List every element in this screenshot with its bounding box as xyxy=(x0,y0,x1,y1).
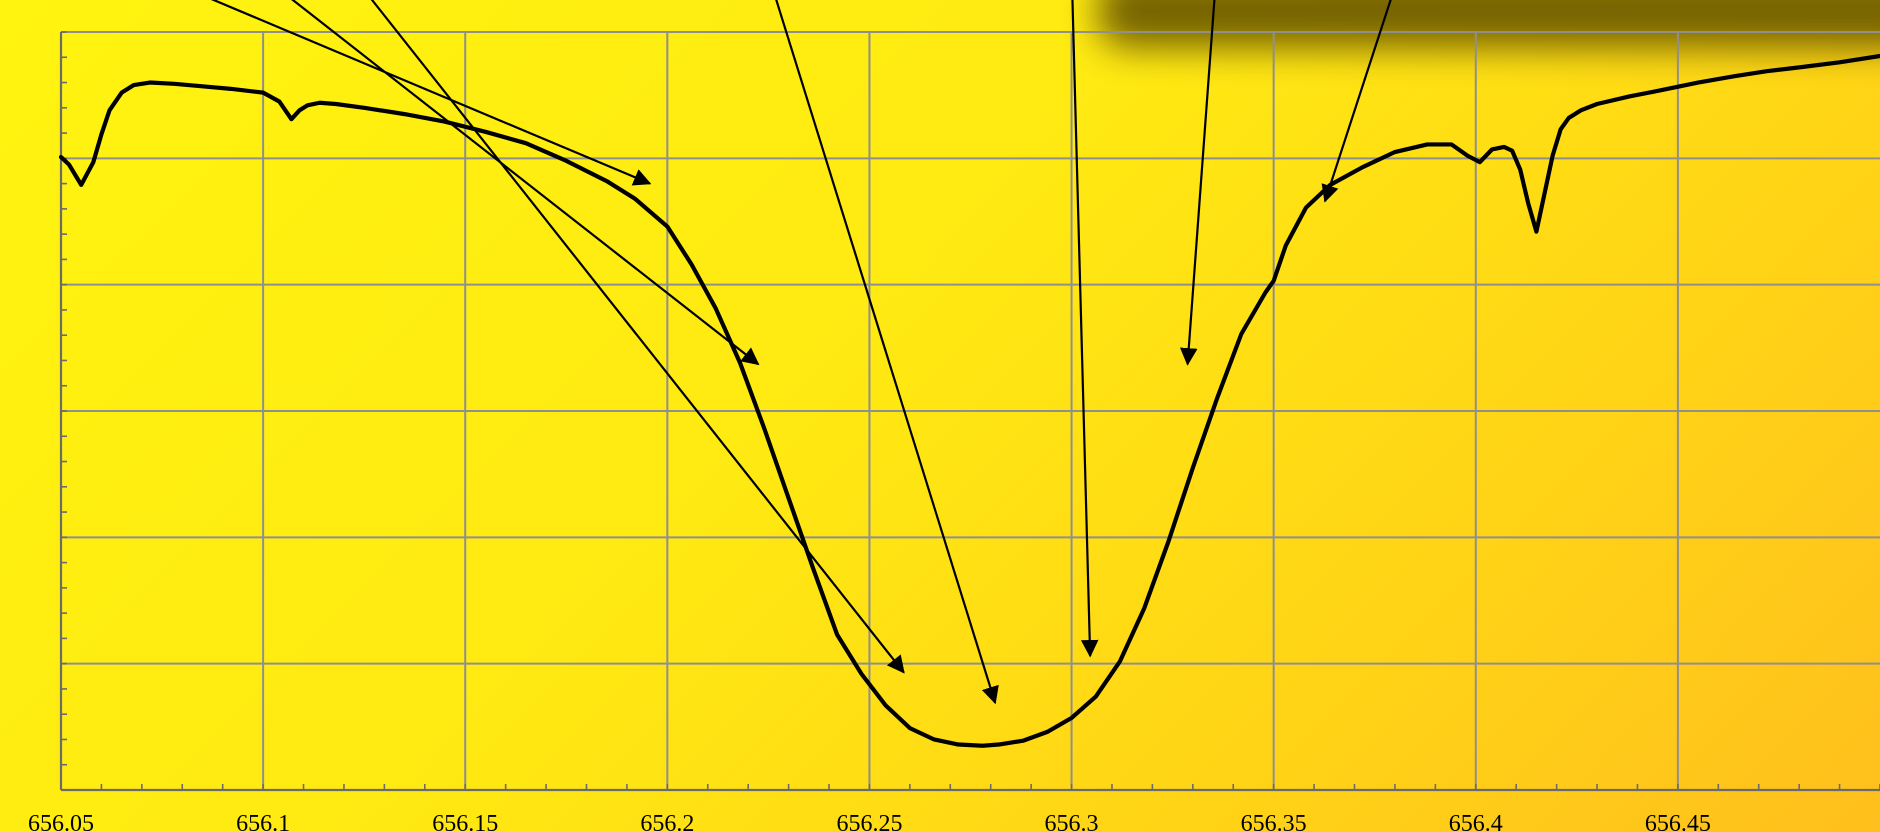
x-tick-label: 656.15 xyxy=(432,811,498,832)
x-tick-label-layer: 656.05 656.1 656.15 656.2 656.25 656.3 656.35 6… xyxy=(28,811,1711,832)
x-tick-label: 656.45 xyxy=(1645,811,1711,832)
grid-layer xyxy=(60,31,1880,791)
annotation-arrow xyxy=(291,0,760,366)
minor-tick-layer xyxy=(60,31,1880,791)
x-tick-label: 656.1 xyxy=(236,811,290,832)
annotation-arrow xyxy=(1071,0,1099,658)
series-layer xyxy=(58,53,1880,748)
arrow-layer xyxy=(210,0,1392,705)
x-tick-label: 656.3 xyxy=(1045,811,1099,832)
annotation-arrow xyxy=(370,0,905,674)
x-tick-label: 656.4 xyxy=(1449,811,1503,832)
annotation-arrow xyxy=(1179,0,1216,366)
annotation-arrow xyxy=(775,0,999,705)
annotation-arrow xyxy=(210,0,652,186)
x-tick-label: 656.25 xyxy=(836,811,902,832)
top-shadow xyxy=(1098,0,1880,48)
annotation-arrow xyxy=(1321,0,1392,203)
x-tick-label: 656.35 xyxy=(1241,811,1307,832)
x-tick-label: 656.05 xyxy=(28,811,94,832)
spectral-series-line xyxy=(58,53,1880,748)
x-tick-label: 656.2 xyxy=(640,811,694,832)
